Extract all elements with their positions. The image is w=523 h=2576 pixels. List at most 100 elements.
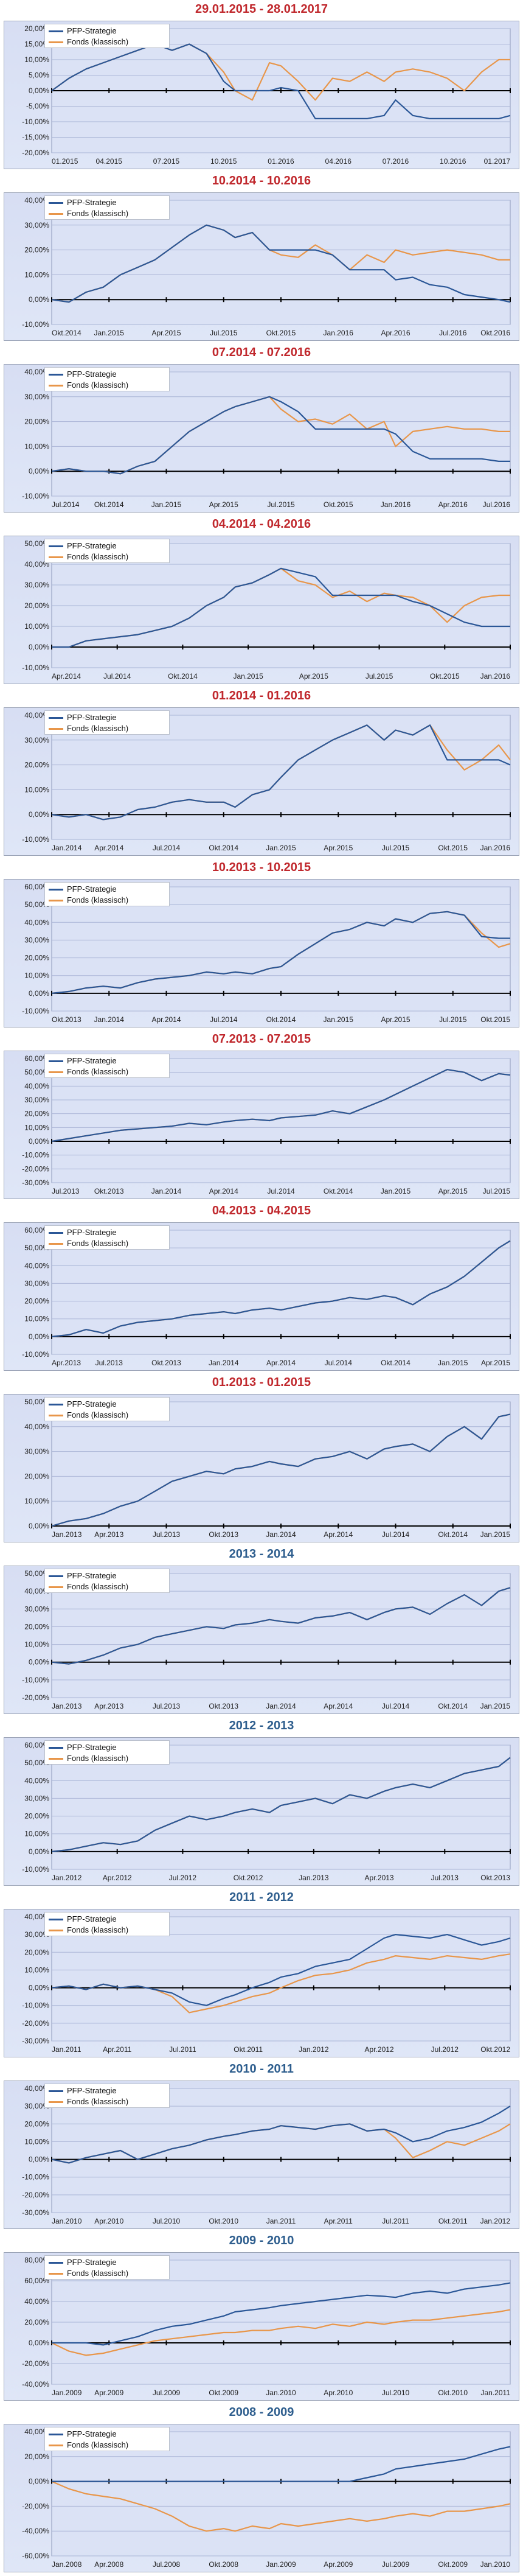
chart-panel: 2009 - 2010 -40,00% -20,00% 0,00% 20,00% 40,0…: [0, 2231, 523, 2403]
legend-swatch: [49, 213, 63, 215]
x-tick-label: Apr.2013: [52, 1359, 81, 1367]
x-tick-label: Jan.2015: [324, 1015, 354, 1024]
legend-item: PFP-Strategie: [49, 2429, 168, 2440]
x-tick-label: Jan.2015: [480, 1530, 511, 1539]
y-tick-label: 30,00%: [24, 1447, 49, 1456]
legend-label: PFP-Strategie: [67, 2086, 117, 2095]
chart-svg: -10,00% 0,00% 10,00% 20,00% 30,00% 40,00% 50,0…: [22, 1741, 511, 1882]
series-line-pfp-strategie: [51, 1587, 511, 1665]
y-tick-label: 40,00%: [24, 1776, 49, 1785]
x-tick-label: Okt.2013: [94, 1187, 124, 1195]
legend-swatch: [49, 30, 63, 32]
y-tick-label: 10,00%: [24, 55, 49, 64]
y-tick-label: 5,00%: [29, 71, 49, 80]
series-line-pfp-strategie: [51, 1933, 511, 2006]
plot-frame: -10,00% 0,00% 10,00% 20,00% 30,00% 40,00% 50,0…: [4, 1222, 519, 1371]
chart-panel: 2012 - 2013 -10,00% 0,00% 10,00% 20,00% 30,00…: [0, 1717, 523, 1888]
x-tick-label: Jan.2011: [481, 2389, 511, 2397]
x-tick-label: Apr.2016: [381, 329, 410, 337]
x-tick-label: Jan.2012: [299, 2045, 329, 2054]
y-tick-label: 10,00%: [24, 1315, 49, 1323]
chart-panel: 2008 - 2009 -60,00% -40,00% -20,00% 0,00% 20,…: [0, 2403, 523, 2575]
plot-area: [51, 2431, 511, 2557]
legend-item: PFP-Strategie: [49, 26, 168, 37]
y-tick-label: -10,00%: [22, 1676, 49, 1684]
y-tick-label: 30,00%: [24, 393, 49, 401]
y-tick-label: 10,00%: [24, 1830, 49, 1838]
legend-swatch: [49, 1415, 63, 1416]
series-line-fonds-klassisch: [51, 2480, 511, 2532]
legend-label: Fonds (klassisch): [67, 1067, 129, 1076]
x-tick-label: Okt.2015: [438, 844, 468, 852]
x-tick-label: Apr.2010: [94, 2217, 123, 2225]
y-tick-label: 50,00%: [24, 539, 49, 548]
legend-item: Fonds (klassisch): [49, 1238, 168, 1249]
y-tick-label: 40,00%: [24, 1261, 49, 1270]
x-tick-label: Jan.2016: [381, 500, 411, 509]
legend-item: PFP-Strategie: [49, 1914, 168, 1925]
x-tick-label: Jan.2015: [151, 500, 182, 509]
x-tick-label: Apr.2012: [103, 1874, 132, 1882]
x-tick-label: Jan.2011: [52, 2045, 81, 2054]
x-tick-label: Apr.2013: [94, 1530, 123, 1539]
x-tick-label: Jul.2011: [169, 2045, 196, 2054]
y-tick-label: 50,00%: [24, 1759, 49, 1767]
y-tick-label: 0,00%: [29, 2155, 49, 2164]
y-tick-label: 30,00%: [24, 581, 49, 589]
x-tick-label: Okt.2014: [438, 1702, 468, 1710]
x-tick-label: Jul.2016: [439, 329, 467, 337]
legend-item: PFP-Strategie: [49, 1570, 168, 1581]
series-line-pfp-strategie: [51, 1240, 511, 1337]
chart-title: 2013 - 2014: [229, 1547, 294, 1561]
plot-frame: -10,00% 0,00% 10,00% 20,00% 30,00% 40,00% 50,0…: [4, 536, 519, 684]
x-tick-label: Jan.2015: [94, 329, 125, 337]
legend-swatch: [49, 1060, 63, 1062]
legend-label: Fonds (klassisch): [67, 1239, 129, 1248]
y-tick-label: -20,00%: [22, 2502, 49, 2510]
legend-swatch: [49, 2262, 63, 2264]
y-tick-label: 20,00%: [24, 1812, 49, 1821]
x-tick-label: Okt.2013: [151, 1359, 181, 1367]
y-tick-label: -30,00%: [22, 1178, 49, 1187]
plot-frame: -20,00% -10,00% 0,00% 10,00% 20,00% 30,00% 40,…: [4, 1566, 519, 1714]
series-line-pfp-strategie: [51, 2105, 511, 2164]
x-tick-label: Jan.2015: [381, 1187, 411, 1195]
legend-label: PFP-Strategie: [67, 1914, 117, 1923]
y-tick-label: 0,00%: [29, 643, 49, 651]
y-tick-label: 0,00%: [29, 1332, 49, 1341]
x-tick-label: 01.2017: [484, 157, 511, 166]
x-tick-label: Okt.2010: [209, 2217, 238, 2225]
series-line-fonds-klassisch: [51, 2309, 511, 2356]
x-tick-label: Jan.2013: [299, 1874, 329, 1882]
y-tick-label: 20,00%: [24, 1110, 49, 1118]
x-tick-label: Apr.2015: [324, 844, 353, 852]
legend-swatch: [49, 2101, 63, 2103]
y-tick-label: 0,00%: [29, 1847, 49, 1856]
chart-svg: -10,00% 0,00% 10,00% 20,00% 30,00% 40,00% Okt.…: [22, 196, 511, 337]
x-tick-label: Apr.2014: [151, 1015, 181, 1024]
chart-title: 2008 - 2009: [229, 2406, 294, 2419]
x-tick-label: Okt.2015: [430, 672, 460, 681]
y-tick-label: 10,00%: [24, 1123, 49, 1132]
y-tick-label: -30,00%: [22, 2208, 49, 2217]
y-tick-label: 40,00%: [24, 1082, 49, 1090]
y-tick-label: 20,00%: [24, 1297, 49, 1306]
y-tick-label: 40,00%: [24, 2084, 49, 2093]
x-tick-label: Jan.2014: [266, 1702, 296, 1710]
x-tick-label: Okt.2014: [438, 1530, 468, 1539]
y-tick-label: 0,00%: [29, 989, 49, 998]
y-tick-label: -15,00%: [22, 133, 49, 142]
legend: PFP-Strategie Fonds (klassisch): [44, 2427, 170, 2451]
x-tick-label: Apr.2016: [438, 500, 468, 509]
legend-item: PFP-Strategie: [49, 197, 168, 208]
y-tick-label: -10,00%: [22, 2001, 49, 2010]
plot-area: [51, 200, 511, 325]
x-tick-label: Okt.2014: [324, 1187, 353, 1195]
x-tick-label: Jan.2010: [52, 2217, 82, 2225]
y-tick-label: 10,00%: [24, 971, 49, 980]
legend-swatch: [49, 2445, 63, 2446]
y-tick-label: 20,00%: [24, 1948, 49, 1956]
legend: PFP-Strategie Fonds (klassisch): [44, 2084, 170, 2108]
series-line-pfp-strategie: [51, 911, 510, 994]
legend-label: Fonds (klassisch): [67, 2440, 129, 2449]
